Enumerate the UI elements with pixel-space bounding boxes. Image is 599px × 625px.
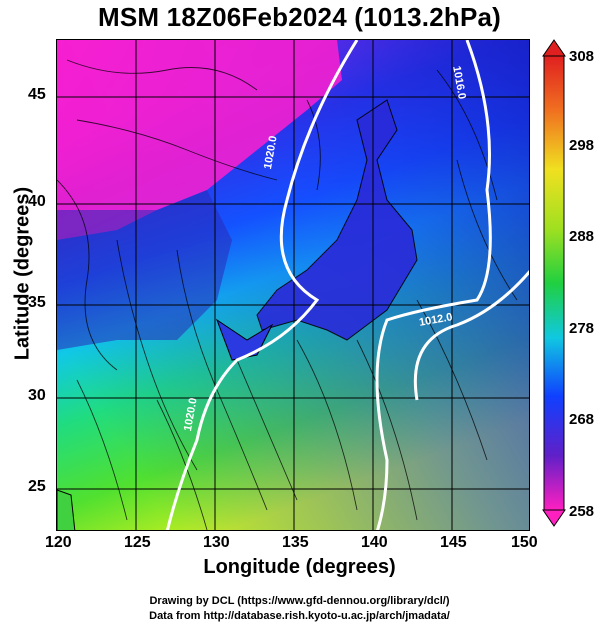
isobar-1012 (413, 269, 529, 401)
colorbar-tick: 278 (569, 320, 595, 337)
y-tick-label: 25 (28, 478, 46, 495)
x-tick-label: 120 (45, 534, 72, 551)
credit-drawing: Drawing by DCL (https://www.gfd-dennou.o… (149, 595, 450, 607)
colorbar-min-arrow (542, 509, 566, 527)
x-tick-label: 130 (203, 534, 230, 551)
taiwan (57, 489, 76, 530)
chart-title: MSM 18Z06Feb2024 (1013.2hPa) (97, 2, 501, 32)
korea-china-coast (57, 190, 232, 350)
colorbar-tick: 298 (569, 137, 595, 154)
y-tick-label: 45 (28, 86, 46, 103)
colorbar-tick: 288 (569, 228, 595, 245)
x-tick-label: 125 (124, 534, 151, 551)
credit-data: Data from http://database.rish.kyoto-u.a… (149, 610, 450, 622)
isobar-1020 (165, 40, 359, 530)
y-tick-label: 35 (28, 294, 46, 311)
colorbar-tick: 268 (569, 411, 595, 428)
x-axis-label: Longitude (degrees) (203, 556, 396, 578)
x-tick-label: 135 (282, 534, 309, 551)
japan-landmass (256, 99, 418, 341)
x-tick-label: 140 (361, 534, 388, 551)
isobar-1016 (375, 40, 492, 530)
y-tick-label: 30 (28, 387, 46, 404)
colorbar-max-arrow (542, 39, 566, 57)
x-tick-label: 145 (440, 534, 467, 551)
colorbar-tick: 308 (569, 48, 595, 65)
map-canvas (57, 40, 529, 530)
colorbar-tick: 258 (569, 503, 595, 520)
isobars (165, 40, 529, 530)
y-axis-label: Latitude (degrees) (11, 186, 34, 361)
wind-streamlines (57, 59, 518, 530)
y-tick-label: 40 (28, 193, 46, 210)
colorbar (542, 39, 566, 527)
x-tick-label: 150 (511, 534, 538, 551)
continent-mass (57, 40, 342, 240)
map-panel: 1020.0 1016.0 1012.0 1020.0 (56, 39, 530, 531)
